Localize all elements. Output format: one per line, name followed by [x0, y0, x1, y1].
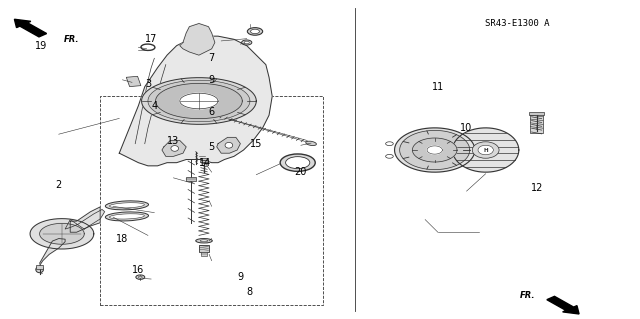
Polygon shape [395, 128, 475, 172]
Polygon shape [180, 24, 215, 55]
Ellipse shape [242, 40, 252, 45]
Ellipse shape [200, 240, 208, 242]
Bar [186, 177, 196, 181]
Ellipse shape [138, 276, 142, 278]
Text: 13: 13 [167, 136, 180, 145]
Text: 7: 7 [209, 53, 215, 63]
Polygon shape [30, 219, 94, 249]
Polygon shape [40, 223, 84, 244]
Polygon shape [148, 80, 250, 122]
Bar [100, 96, 323, 305]
Ellipse shape [247, 28, 262, 35]
Text: FR.: FR. [64, 35, 79, 44]
FancyArrow shape [201, 252, 207, 256]
Text: 20: 20 [294, 167, 307, 177]
Text: 15: 15 [250, 139, 262, 149]
Ellipse shape [106, 201, 148, 210]
FancyArrow shape [547, 296, 579, 314]
Ellipse shape [280, 154, 316, 171]
Ellipse shape [225, 142, 233, 148]
Ellipse shape [244, 41, 249, 44]
Text: 14: 14 [199, 158, 211, 168]
Ellipse shape [36, 266, 44, 273]
Text: 19: 19 [35, 41, 47, 51]
Text: 11: 11 [432, 82, 444, 92]
Ellipse shape [285, 157, 310, 169]
Polygon shape [427, 146, 442, 154]
FancyArrow shape [15, 19, 47, 37]
Polygon shape [412, 138, 457, 162]
Ellipse shape [478, 145, 493, 155]
Text: 12: 12 [531, 183, 543, 193]
Ellipse shape [306, 141, 316, 145]
Bar [200, 160, 209, 162]
Text: 18: 18 [116, 234, 129, 243]
Bar [126, 76, 141, 87]
Polygon shape [65, 210, 104, 229]
Polygon shape [141, 78, 256, 124]
Text: 4: 4 [151, 101, 157, 111]
Polygon shape [452, 128, 519, 172]
Ellipse shape [386, 154, 394, 158]
Ellipse shape [109, 203, 145, 208]
Text: 17: 17 [145, 34, 157, 44]
Ellipse shape [171, 145, 179, 151]
Text: 3: 3 [145, 78, 151, 89]
Ellipse shape [106, 212, 148, 221]
Text: 8: 8 [247, 287, 253, 297]
Text: H: H [483, 147, 488, 152]
Ellipse shape [472, 142, 499, 158]
Bar [199, 245, 209, 252]
Text: 9: 9 [209, 76, 215, 85]
Bar [529, 112, 544, 115]
Ellipse shape [250, 29, 259, 33]
Ellipse shape [136, 275, 145, 279]
Ellipse shape [109, 214, 145, 219]
Bar [36, 265, 44, 269]
Bar [531, 114, 543, 133]
Text: 10: 10 [460, 123, 473, 133]
Text: 16: 16 [132, 265, 145, 275]
Polygon shape [180, 93, 218, 109]
Ellipse shape [196, 239, 212, 243]
Polygon shape [162, 141, 186, 156]
Text: FR.: FR. [520, 291, 536, 300]
Polygon shape [70, 207, 100, 232]
Polygon shape [217, 137, 241, 153]
Text: 2: 2 [56, 180, 62, 190]
Text: 5: 5 [209, 142, 215, 152]
Polygon shape [40, 239, 65, 265]
Ellipse shape [386, 142, 394, 145]
Bar [201, 158, 207, 160]
Polygon shape [156, 83, 243, 119]
Text: SR43-E1300 A: SR43-E1300 A [485, 19, 550, 28]
Text: 9: 9 [237, 271, 243, 281]
Polygon shape [119, 36, 272, 166]
Text: 6: 6 [209, 107, 215, 117]
Polygon shape [399, 130, 470, 170]
